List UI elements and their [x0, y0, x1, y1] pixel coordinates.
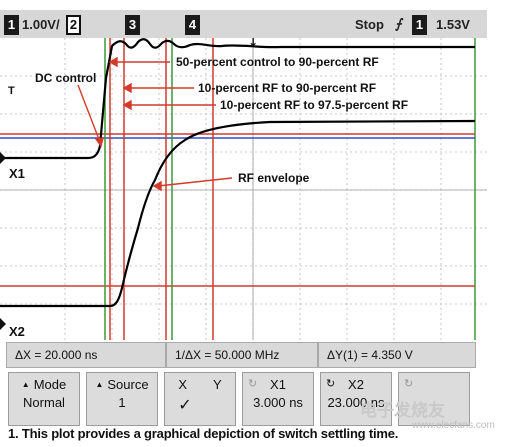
- x1-ground-label: X1: [9, 166, 25, 181]
- up-triangle-icon: ▲: [95, 380, 104, 389]
- source-value: 1: [118, 395, 126, 410]
- figure-caption: 1. This plot provides a graphical depict…: [8, 426, 399, 441]
- source-softkey[interactable]: ▲ Source 1: [86, 372, 158, 426]
- up-triangle-icon: ▲: [21, 380, 30, 389]
- mode-value: Normal: [23, 395, 65, 410]
- x1-label: X1: [270, 377, 286, 392]
- trigger-level: 1.53V: [436, 17, 470, 32]
- x1-value: 3.000 ns: [253, 395, 303, 410]
- source-label: Source: [107, 377, 149, 392]
- graticule-background: [0, 38, 487, 340]
- span-a-label: 50-percent control to 90-percent RF: [176, 55, 379, 69]
- rotate-knob-icon: ↻: [248, 378, 258, 390]
- run-state[interactable]: Stop: [355, 17, 384, 32]
- status-bar: 1 1.00V/ 2 3 4 Stop ⨍ 1 1.53V: [0, 10, 487, 38]
- span-b-label: 10-percent RF to 90-percent RF: [198, 81, 376, 95]
- mode-label: Mode: [33, 377, 67, 392]
- annotation-arrows: [77, 56, 233, 192]
- trigger-channel-badge: 1: [412, 15, 427, 35]
- checkmark-icon: ✓: [178, 397, 192, 414]
- x1-ground-arrow-icon: [0, 152, 6, 164]
- marker4-badge: 4: [185, 15, 200, 35]
- x2-label: X2: [348, 377, 364, 392]
- channel1-badge[interactable]: 1: [4, 15, 19, 35]
- xy-softkey[interactable]: X Y ✓: [164, 372, 236, 426]
- delta-x-readout: ΔX = 20.000 ns: [6, 342, 166, 368]
- dc-control-label: DC control: [35, 71, 96, 85]
- x2-ground-arrow-icon: [0, 318, 6, 330]
- graticule-axes: [0, 38, 487, 340]
- inverse-delta-x-readout: 1/ΔX = 50.000 MHz: [166, 342, 318, 368]
- rotate-knob-icon: ↻: [326, 378, 336, 390]
- channel1-scale: 1.00V/: [22, 17, 60, 32]
- blank-softkey[interactable]: ↻: [398, 372, 470, 426]
- x-option-label: X: [178, 377, 187, 392]
- watermark-url: www.elecfans.com: [412, 420, 495, 431]
- x2-softkey[interactable]: X2 23.000 ns ↻: [320, 372, 392, 426]
- rising-edge-icon: ⨍: [395, 16, 402, 31]
- span-c-label: 10-percent RF to 97.5-percent RF: [220, 98, 408, 112]
- dc-control-trace: [0, 38, 475, 160]
- waveform-display: DC control 50-percent control to 90-perc…: [0, 38, 487, 340]
- x2-value: 23.000 ns: [327, 395, 385, 410]
- watermark-logo: 电子发烧友: [360, 401, 445, 420]
- y-option-label: Y: [213, 377, 222, 392]
- x1-softkey[interactable]: X1 3.000 ns ↻: [242, 372, 314, 426]
- delta-y-readout: ΔY(1) = 4.350 V: [318, 342, 476, 368]
- trigger-marker-label: T: [8, 85, 15, 97]
- rotate-knob-icon: ↻: [404, 378, 414, 390]
- rf-envelope-trace: [0, 119, 476, 308]
- x2-ground-label: X2: [9, 324, 25, 339]
- trigger-position-icon: ↓: [248, 38, 258, 49]
- channel2-badge[interactable]: 2: [66, 15, 81, 35]
- marker3-badge: 3: [125, 15, 140, 35]
- rf-envelope-label: RF envelope: [238, 171, 310, 185]
- mode-softkey[interactable]: ▲ Mode Normal: [8, 372, 80, 426]
